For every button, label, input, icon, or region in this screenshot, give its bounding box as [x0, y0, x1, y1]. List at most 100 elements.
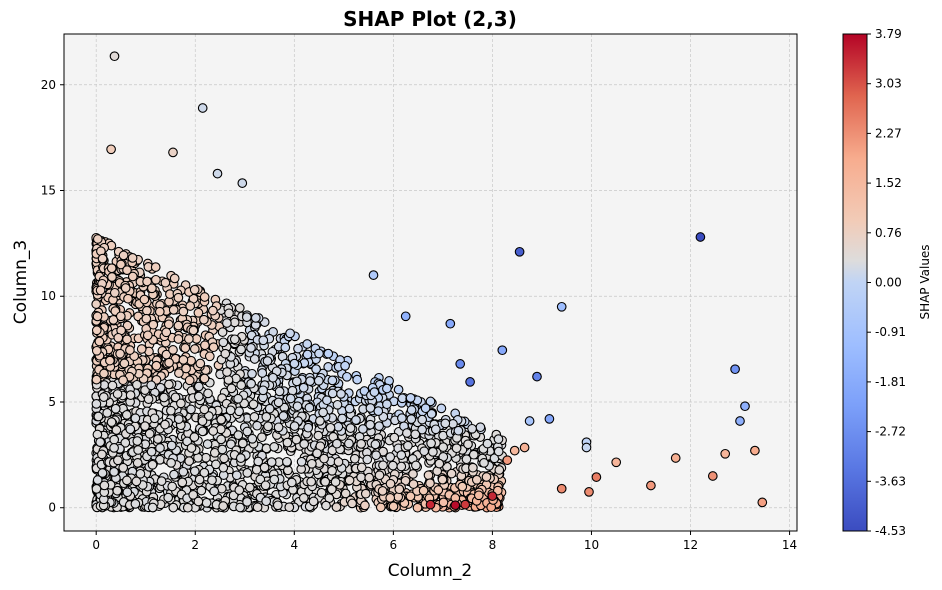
scatter-point [411, 460, 421, 471]
scatter-point [109, 443, 119, 453]
scatter-point [315, 416, 325, 426]
scatter-point [406, 405, 417, 415]
scatter-point [223, 375, 234, 385]
scatter-point [735, 416, 745, 426]
scatter-point [194, 474, 205, 485]
scatter-point [242, 497, 252, 507]
scatter-point [406, 414, 417, 424]
scatter-point [122, 334, 132, 345]
scatter-point [327, 375, 338, 386]
scatter-point [291, 434, 302, 445]
scatter-point [482, 438, 493, 449]
scatter-point [471, 474, 482, 485]
colorbar-tick-label: -1.81 [875, 375, 906, 389]
scatter-point [287, 385, 298, 396]
scatter-point [202, 439, 213, 449]
scatter-point [201, 497, 212, 508]
scatter-point [247, 433, 258, 444]
scatter-point [370, 439, 381, 450]
scatter-point [246, 343, 256, 353]
x-tick-label: 8 [489, 538, 497, 552]
scatter-point [109, 434, 120, 445]
scatter-point [237, 438, 248, 449]
scatter-point [131, 476, 142, 487]
scatter-point [113, 332, 124, 343]
scatter-point [118, 462, 129, 473]
scatter-point [438, 442, 449, 452]
scatter-point [92, 234, 103, 244]
scatter-point [266, 457, 277, 467]
scatter-point [111, 425, 122, 435]
scatter-point [169, 273, 180, 284]
scatter-point [188, 325, 199, 336]
scatter-point [356, 439, 367, 449]
scatter-point [234, 303, 245, 313]
scatter-point [109, 467, 119, 477]
scatter-point [344, 438, 354, 449]
scatter-point [246, 378, 256, 389]
scatter-point [184, 456, 195, 466]
scatter-point [332, 438, 342, 449]
scatter-point [359, 386, 370, 396]
scatter-point [248, 399, 259, 410]
scatter-point [182, 436, 193, 447]
scatter-point [425, 396, 436, 407]
scatter-point [446, 468, 457, 479]
scatter-point [127, 271, 138, 282]
scatter-point [95, 437, 106, 447]
colorbar-tick-label: 0.00 [875, 276, 902, 290]
scatter-point [149, 413, 160, 424]
scatter-point [119, 358, 130, 369]
scatter-point [199, 314, 209, 325]
scatter-point [388, 460, 398, 471]
scatter-point [193, 381, 204, 392]
scatter-point [123, 293, 133, 304]
scatter-point [284, 502, 295, 513]
scatter-point [362, 454, 373, 465]
scatter-point [369, 387, 380, 397]
scatter-point [388, 501, 399, 512]
scatter-point [139, 294, 150, 305]
scatter-point [261, 412, 272, 422]
scatter-point [481, 472, 492, 482]
scatter-point [327, 388, 338, 399]
scatter-point [278, 411, 289, 421]
scatter-point [325, 422, 336, 433]
scatter-point [132, 436, 143, 446]
scatter-point [189, 344, 200, 354]
scatter-point [291, 376, 302, 387]
scatter-point [269, 442, 280, 452]
scatter-point [493, 434, 504, 444]
scatter-point [110, 403, 121, 414]
scatter-point [252, 502, 263, 513]
scatter-point [591, 472, 602, 482]
scatter-point [222, 318, 232, 328]
scatter-point [160, 277, 171, 288]
scatter-point [120, 283, 131, 293]
scatter-point [125, 390, 136, 400]
x-tick-label: 2 [191, 538, 199, 552]
scatter-point [173, 320, 184, 331]
scatter-point [234, 485, 245, 495]
scatter-point [186, 404, 196, 415]
scatter-point [318, 407, 328, 418]
scatter-point [502, 455, 513, 466]
scatter-point [247, 368, 257, 379]
scatter-point [241, 312, 252, 322]
scatter-point [258, 335, 269, 346]
scatter-point [273, 422, 284, 433]
scatter-point [408, 469, 418, 479]
chart-title: SHAP Plot (2,3) [343, 7, 517, 31]
scatter-point [106, 263, 117, 274]
scatter-point [289, 421, 300, 431]
scatter-point [109, 51, 120, 62]
scatter-point [418, 485, 429, 496]
scatter-point [402, 428, 412, 438]
scatter-point [371, 450, 381, 461]
scatter-point [178, 355, 189, 365]
x-axis-ticks: 0 2 4 6 8 10 12 14 [92, 531, 797, 552]
scatter-point [365, 419, 376, 430]
scatter-point [222, 367, 232, 377]
scatter-point [118, 250, 129, 261]
